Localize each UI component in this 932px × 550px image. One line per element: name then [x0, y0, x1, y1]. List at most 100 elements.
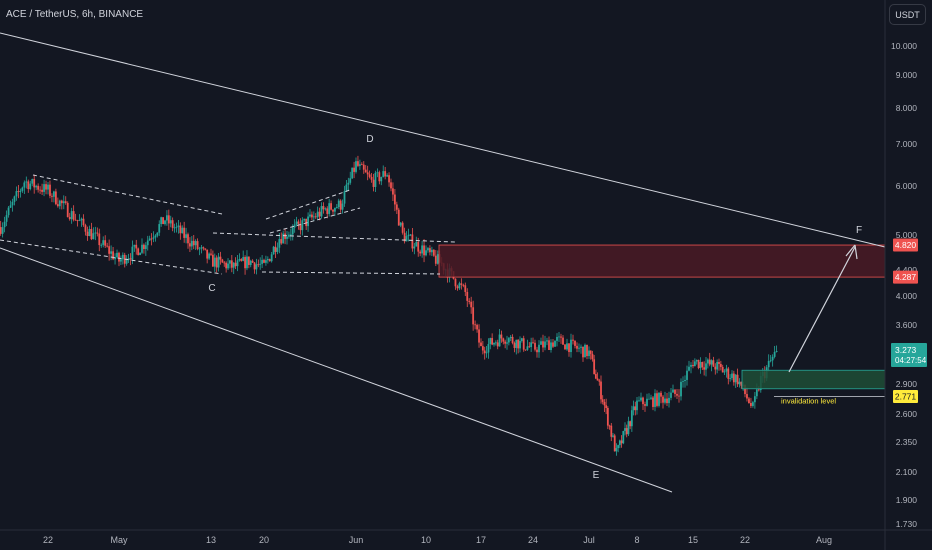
candle-body	[374, 172, 377, 187]
countdown-text: 04:27:54	[895, 356, 927, 365]
candle-body	[53, 191, 55, 197]
candle-body	[538, 344, 540, 353]
candle-body	[293, 224, 296, 228]
base-dashed[interactable]	[261, 271, 441, 275]
candle-body	[162, 217, 164, 225]
candle-body	[343, 191, 346, 204]
candle-body	[169, 220, 172, 224]
candle-body	[362, 164, 365, 170]
candle-body	[358, 164, 361, 166]
candle-body	[112, 251, 114, 260]
candle-body	[236, 260, 239, 267]
channel-bottom-dashed[interactable]	[0, 239, 223, 275]
candle-body	[202, 247, 205, 249]
candle-body	[160, 217, 163, 225]
candle-body	[104, 240, 107, 246]
candle-body	[594, 374, 597, 379]
projection-arrow[interactable]	[788, 246, 856, 373]
candle-body	[390, 182, 392, 189]
candle-body	[158, 224, 161, 233]
candle-body	[187, 234, 189, 244]
x-tick-label: May	[110, 535, 128, 545]
candle-body	[750, 403, 752, 406]
candle-body	[474, 324, 477, 326]
candle-body	[213, 257, 216, 267]
candle-body	[265, 260, 267, 263]
resistance-zone[interactable]	[438, 244, 886, 278]
candle-body	[378, 172, 381, 182]
wedge-top-dashed[interactable]	[265, 189, 351, 220]
candle-body	[738, 381, 741, 385]
support-zone[interactable]	[741, 369, 886, 390]
candle-body	[526, 346, 529, 350]
candle-body	[642, 397, 644, 405]
candle-body	[102, 240, 105, 245]
candle-body	[513, 343, 516, 348]
x-tick-label: Aug	[816, 535, 832, 545]
candle-body	[388, 175, 390, 183]
candle-body	[120, 259, 122, 262]
candle-body	[572, 339, 574, 341]
candle-body	[568, 343, 570, 353]
invalidation-label: invalidation level	[781, 397, 836, 406]
candle-body	[506, 342, 508, 344]
candle-body	[613, 435, 616, 452]
candle-body	[35, 185, 38, 188]
candle-body	[622, 431, 625, 444]
candle-body	[288, 234, 290, 237]
candle-body	[259, 263, 262, 265]
candle-body	[341, 203, 344, 210]
candle-body	[430, 249, 433, 253]
candle-body	[498, 334, 501, 347]
candle-body	[76, 219, 79, 221]
candle-body	[311, 214, 313, 218]
chart-title: ACE / TetherUS, 6h, BINANCE	[6, 9, 144, 20]
candle-body	[688, 366, 690, 371]
candle-body	[299, 223, 302, 231]
candle-body	[208, 253, 210, 259]
candle-body	[434, 255, 437, 264]
candle-body	[407, 234, 410, 237]
candle-body	[564, 344, 566, 350]
candle-body	[301, 220, 304, 231]
candle-body	[617, 445, 620, 449]
candle-body	[630, 410, 633, 427]
candle-body	[670, 392, 672, 398]
candle-body	[415, 242, 418, 247]
candle-body	[454, 278, 457, 287]
currency-button[interactable]: USDT	[889, 4, 926, 25]
upper-trendline[interactable]	[0, 32, 886, 248]
candle-body	[615, 448, 618, 452]
candle-body	[562, 337, 564, 345]
candle-body	[15, 191, 18, 197]
candle-body	[588, 350, 590, 357]
candle-body	[483, 350, 486, 354]
candle-body	[192, 240, 195, 246]
x-tick-label: Jul	[583, 535, 595, 545]
candle-body	[96, 232, 99, 234]
time-axis[interactable]	[0, 530, 885, 550]
wedge-bottom-dashed[interactable]	[269, 207, 361, 234]
candle-body	[593, 359, 596, 375]
candle-body	[263, 259, 265, 263]
candle-body	[530, 342, 533, 348]
candle-body	[556, 336, 558, 341]
candle-body	[347, 182, 350, 185]
candle-body	[596, 378, 599, 381]
candle-body	[247, 256, 250, 265]
candle-body	[732, 373, 735, 383]
neckline-dashed[interactable]	[212, 232, 456, 243]
candle-body	[560, 336, 562, 338]
candle-body	[710, 360, 713, 365]
candle-body	[692, 364, 694, 367]
y-tick-label: 2.350	[896, 437, 918, 447]
candle-body	[664, 398, 666, 403]
candle-body	[746, 394, 748, 399]
candle-body	[312, 216, 315, 218]
candle-body	[714, 366, 717, 370]
candle-body	[198, 248, 201, 250]
candle-body	[177, 225, 180, 227]
lower-trendline[interactable]	[0, 247, 673, 493]
